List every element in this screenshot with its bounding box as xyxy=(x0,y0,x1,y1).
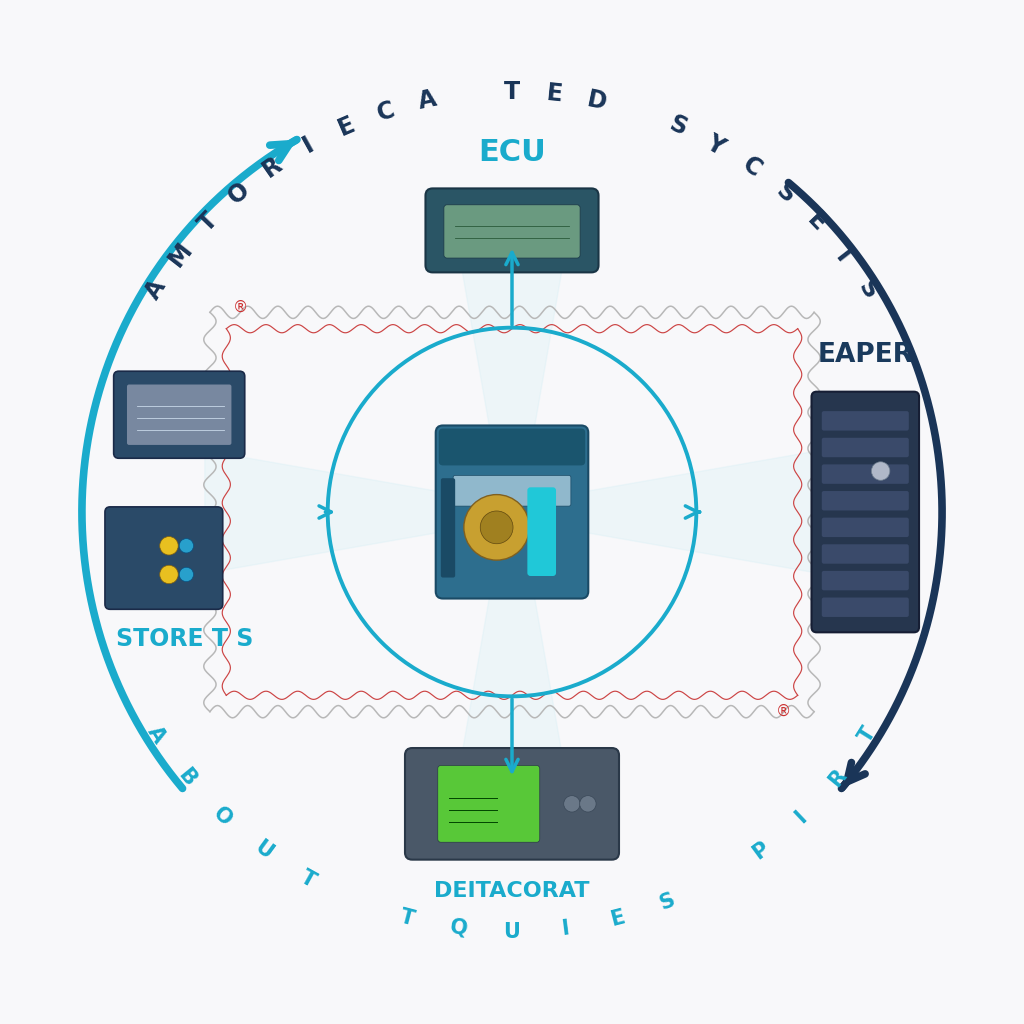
Text: M: M xyxy=(164,239,197,271)
FancyBboxPatch shape xyxy=(821,411,909,430)
Text: T: T xyxy=(397,907,417,930)
FancyBboxPatch shape xyxy=(821,438,909,457)
Text: T: T xyxy=(297,867,319,892)
FancyBboxPatch shape xyxy=(527,487,556,575)
Text: T: T xyxy=(504,80,520,104)
Text: T: T xyxy=(856,723,881,745)
FancyBboxPatch shape xyxy=(438,428,586,465)
Text: T: T xyxy=(194,208,222,237)
FancyBboxPatch shape xyxy=(114,372,245,459)
Text: I: I xyxy=(299,132,318,158)
FancyBboxPatch shape xyxy=(821,490,909,510)
FancyBboxPatch shape xyxy=(821,464,909,483)
Text: ®: ® xyxy=(233,300,248,314)
Text: S: S xyxy=(771,178,800,208)
Polygon shape xyxy=(451,573,573,819)
Text: D: D xyxy=(585,87,608,115)
Text: C: C xyxy=(737,153,766,182)
Circle shape xyxy=(160,565,178,584)
Text: A: A xyxy=(416,87,439,115)
Circle shape xyxy=(480,511,513,544)
Circle shape xyxy=(871,462,890,480)
Text: R: R xyxy=(824,765,850,791)
Text: O: O xyxy=(210,803,237,829)
Text: B: B xyxy=(174,765,200,791)
FancyBboxPatch shape xyxy=(438,766,540,842)
Circle shape xyxy=(464,495,529,560)
FancyBboxPatch shape xyxy=(436,426,588,598)
FancyBboxPatch shape xyxy=(821,517,909,537)
Text: A: A xyxy=(141,275,171,304)
Text: U: U xyxy=(504,922,520,942)
FancyBboxPatch shape xyxy=(426,188,598,272)
Text: R: R xyxy=(258,153,287,182)
FancyBboxPatch shape xyxy=(444,205,580,258)
FancyBboxPatch shape xyxy=(453,475,571,506)
FancyBboxPatch shape xyxy=(821,597,909,616)
Text: S: S xyxy=(665,112,690,140)
Circle shape xyxy=(179,539,194,553)
Text: I: I xyxy=(792,807,811,826)
Text: ECU: ECU xyxy=(478,138,546,167)
Text: E: E xyxy=(607,907,627,930)
Text: T: T xyxy=(829,241,858,268)
FancyBboxPatch shape xyxy=(404,748,618,860)
Text: DEITACORAT: DEITACORAT xyxy=(434,881,590,901)
FancyBboxPatch shape xyxy=(811,391,920,632)
Polygon shape xyxy=(573,451,819,573)
FancyBboxPatch shape xyxy=(105,507,223,609)
Text: P: P xyxy=(749,838,772,863)
Text: E: E xyxy=(802,208,830,237)
Polygon shape xyxy=(451,205,573,451)
Text: C: C xyxy=(375,97,398,125)
Text: I: I xyxy=(560,919,570,939)
Text: Q: Q xyxy=(449,918,469,939)
FancyBboxPatch shape xyxy=(440,478,455,578)
Text: S: S xyxy=(657,890,678,914)
Text: E: E xyxy=(335,112,358,140)
Text: ®: ® xyxy=(776,705,791,719)
Circle shape xyxy=(179,567,194,582)
FancyBboxPatch shape xyxy=(821,545,909,563)
Text: EAPER: EAPER xyxy=(817,342,913,368)
Text: E: E xyxy=(545,82,563,108)
Text: Y: Y xyxy=(702,130,729,160)
Circle shape xyxy=(580,796,596,812)
Circle shape xyxy=(160,537,178,555)
FancyBboxPatch shape xyxy=(127,384,231,444)
Text: O: O xyxy=(223,177,254,209)
Polygon shape xyxy=(205,451,451,573)
Text: A: A xyxy=(143,722,169,746)
Text: S: S xyxy=(853,275,883,303)
Circle shape xyxy=(563,796,580,812)
Text: STORE T S: STORE T S xyxy=(116,627,253,650)
Text: U: U xyxy=(251,838,276,863)
FancyBboxPatch shape xyxy=(821,570,909,590)
